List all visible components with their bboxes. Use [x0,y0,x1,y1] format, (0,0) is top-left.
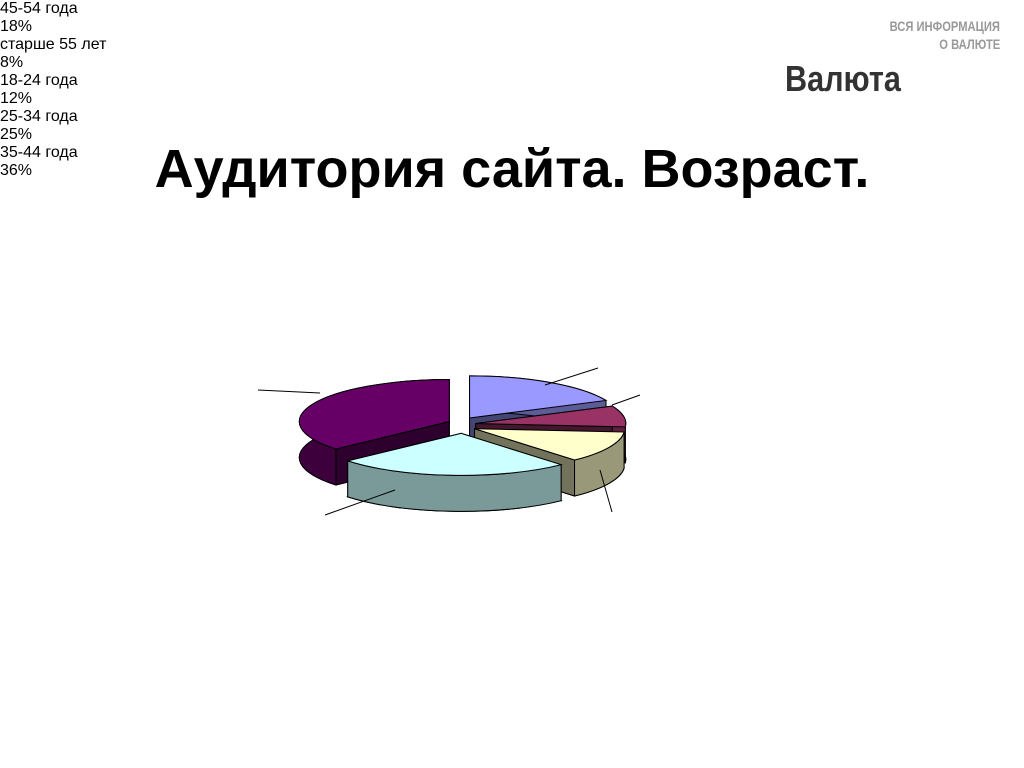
logo-tagline: ВСЯ ИНФОРМАЦИЯ [889,18,1000,34]
leader-line [611,394,641,406]
slice [474,428,625,461]
data-label: 35-44 года 36% [0,144,140,180]
slice [475,405,627,428]
data-label: 45-54 года 18% [0,0,125,36]
leader-line [324,489,396,516]
leader-line [257,389,321,394]
label-category: 18-24 года [0,72,78,89]
leader-line [599,469,613,513]
label-category: 25-34 года [0,108,78,125]
logo-tagline: О ВАЛЮТЕ [938,36,1000,52]
slice [345,432,563,476]
label-category: старше 55 лет [0,36,107,53]
label-value: 25% [0,126,33,143]
label-category: 35-44 года [0,144,78,161]
label-value: 36% [0,162,33,179]
label-value: 12% [0,90,33,107]
slice [298,379,450,450]
label-category: 45-54 года [0,0,78,17]
chart-title: Аудитория сайта. Возраст. [154,139,870,199]
data-label: старше 55 лет 8% [0,36,130,72]
slice [469,375,608,419]
data-label: 18-24 года 12% [0,72,130,108]
leader-line [544,367,599,386]
label-value: 8% [0,54,24,71]
logo-name: Валюта [785,58,901,99]
data-label: 25-34 года 25% [0,108,145,144]
label-value: 18% [0,18,33,35]
